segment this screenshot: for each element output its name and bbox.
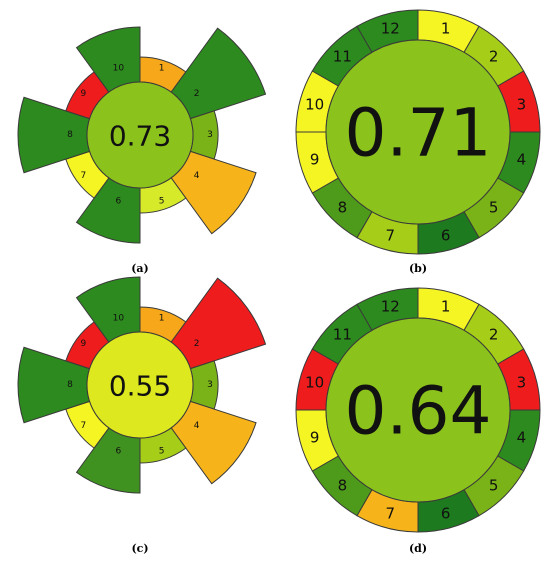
segment-label: 6	[116, 197, 122, 207]
segment-label: 1	[159, 313, 165, 323]
segment-label: 4	[194, 421, 200, 431]
segment-label: 1	[441, 298, 451, 316]
segment-label: 11	[333, 325, 352, 343]
center-disc	[325, 39, 511, 225]
segment-label: 7	[386, 504, 396, 522]
segment-3	[189, 360, 219, 410]
segment-label: 8	[338, 199, 348, 217]
segment-label: 9	[310, 151, 320, 169]
overall-score: 0.55	[109, 370, 171, 403]
segment-label: 9	[81, 339, 87, 349]
segment-label: 10	[305, 373, 324, 391]
segment-label: 3	[517, 95, 527, 113]
figure-caption: (c)	[131, 542, 148, 555]
overall-score: 0.71	[345, 95, 492, 172]
segment-label: 6	[116, 447, 122, 457]
segment-label: 10	[113, 63, 125, 73]
center-disc	[86, 81, 194, 189]
segment-label: 3	[207, 380, 213, 390]
segment-label: 10	[305, 95, 324, 113]
segment-label: 1	[159, 63, 165, 73]
figure-3: 1 2 3 4 5 6 7 8 9 10 0.55 (c)	[17, 276, 267, 555]
overall-score: 0.64	[345, 373, 492, 450]
segment-3	[189, 110, 219, 160]
segment-label: 9	[81, 89, 87, 99]
center-disc	[325, 317, 511, 503]
segment-label: 3	[517, 373, 527, 391]
segment-label: 6	[441, 226, 451, 244]
segment-2	[170, 277, 267, 370]
segment-label: 4	[194, 171, 200, 181]
overall-score: 0.73	[109, 120, 171, 153]
segment-label: 11	[333, 47, 352, 65]
segment-label: 7	[386, 226, 396, 244]
segment-label: 8	[67, 130, 73, 140]
figure-caption: (b)	[409, 262, 427, 275]
segment-label: 1	[441, 20, 451, 38]
segment-label: 2	[194, 89, 200, 99]
segment-label: 12	[381, 20, 400, 38]
segment-label: 7	[81, 421, 87, 431]
segment-label: 5	[159, 197, 165, 207]
figure-1: 1 2 3 4 5 6 7 8 9 10 0.73 (a)	[17, 26, 267, 275]
figure-caption: (a)	[131, 262, 149, 275]
segment-label: 5	[159, 447, 165, 457]
figure-caption: (d)	[409, 542, 427, 555]
segment-label: 10	[113, 313, 125, 323]
segment-label: 3	[207, 130, 213, 140]
segment-label: 7	[81, 171, 87, 181]
segment-label: 8	[67, 380, 73, 390]
segment-label: 9	[310, 429, 320, 447]
segment-label: 5	[489, 477, 499, 495]
segment-label: 8	[338, 477, 348, 495]
segment-label: 2	[489, 47, 499, 65]
segment-label: 12	[381, 298, 400, 316]
segment-label: 5	[489, 199, 499, 217]
segment-label: 4	[517, 429, 527, 447]
segment-2	[170, 27, 267, 120]
segment-label: 4	[517, 151, 527, 169]
center-disc	[86, 331, 194, 439]
segment-label: 2	[489, 325, 499, 343]
segment-label: 6	[441, 504, 451, 522]
segment-label: 2	[194, 339, 200, 349]
